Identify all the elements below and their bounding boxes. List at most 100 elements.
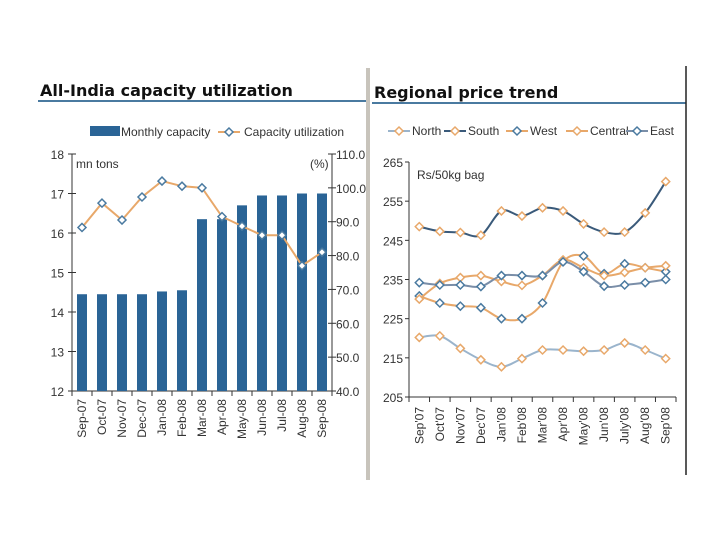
legend-marker xyxy=(571,125,583,137)
legend-marker xyxy=(511,125,523,137)
utilization-point xyxy=(216,211,228,222)
capacity-bar xyxy=(277,195,287,391)
y-tick-label: 215 xyxy=(383,352,403,366)
point-east xyxy=(557,256,569,267)
utilization-point xyxy=(236,221,248,232)
legend-marker xyxy=(449,125,461,137)
point-north xyxy=(475,354,486,365)
x-tick-label: Nov-07 xyxy=(115,399,129,438)
utilization-point xyxy=(176,181,188,192)
point-south xyxy=(640,207,651,218)
utilization-point xyxy=(96,198,108,209)
point-north xyxy=(660,353,671,364)
legend-label: East xyxy=(650,124,675,138)
capacity-bar xyxy=(177,290,187,391)
point-west xyxy=(516,313,528,324)
y2-tick-label: 110.0 xyxy=(336,148,365,162)
point-east xyxy=(660,274,671,285)
x-tick-label: Jan'08 xyxy=(494,407,508,442)
point-south xyxy=(516,210,528,222)
y-tick-label: 17 xyxy=(51,188,65,202)
point-south xyxy=(434,226,445,237)
y-tick-label: 245 xyxy=(383,234,403,248)
y2-tick-label: 80.0 xyxy=(336,250,360,264)
x-tick-label: Mar'08 xyxy=(536,407,550,444)
point-south xyxy=(475,230,486,241)
x-tick-label: Sep-08 xyxy=(315,399,329,438)
y-tick-label: 13 xyxy=(51,346,65,360)
y-tick-label: 255 xyxy=(383,195,403,209)
point-west xyxy=(619,258,630,269)
point-central xyxy=(599,270,610,281)
point-central xyxy=(619,267,630,278)
point-north xyxy=(516,353,528,364)
y2-tick-label: 40.0 xyxy=(336,385,360,399)
point-central xyxy=(516,280,528,291)
legend-label: Monthly capacity xyxy=(121,125,210,139)
point-east xyxy=(455,279,466,291)
utilization-point xyxy=(256,230,268,241)
utilization-point xyxy=(76,222,88,233)
x-tick-label: Mar-08 xyxy=(195,399,209,437)
capacity-bar xyxy=(197,219,207,391)
x-tick-label: Jun'08 xyxy=(597,407,611,442)
x-tick-label: Jul-08 xyxy=(275,399,289,432)
capacity-bar xyxy=(97,294,107,391)
point-south xyxy=(455,227,466,238)
point-north xyxy=(557,344,569,356)
y-tick-label: 15 xyxy=(51,267,65,281)
x-tick-label: Nov'07 xyxy=(453,407,467,444)
utilization-point xyxy=(276,230,288,241)
x-tick-label: Sep'08 xyxy=(659,407,673,444)
utilization-point xyxy=(196,182,208,193)
y-tick-label: 265 xyxy=(383,156,403,170)
point-east xyxy=(434,279,445,291)
y-unit: Rs/50kg bag xyxy=(417,168,484,182)
left-chart-title: All-India capacity utilization xyxy=(40,81,293,100)
x-tick-label: Aug'08 xyxy=(638,407,652,444)
point-central xyxy=(660,260,671,271)
point-west xyxy=(455,301,466,312)
y2-tick-label: 60.0 xyxy=(336,317,360,331)
point-east xyxy=(619,279,630,291)
x-tick-label: Feb'08 xyxy=(515,407,529,444)
point-east xyxy=(414,277,425,288)
y-tick-label: 14 xyxy=(51,306,65,320)
x-tick-label: Jan-08 xyxy=(155,399,169,436)
x-tick-label: May'08 xyxy=(577,407,591,446)
point-south xyxy=(414,221,425,232)
capacity-bar xyxy=(117,294,127,391)
capacity-bar xyxy=(317,193,327,391)
capacity-bar xyxy=(137,294,147,391)
x-tick-label: Oct'07 xyxy=(433,407,447,442)
x-tick-label: Sep-07 xyxy=(75,399,89,438)
y-tick-label: 18 xyxy=(51,148,65,162)
utilization-point xyxy=(296,260,308,271)
x-tick-label: May-08 xyxy=(235,399,249,439)
point-central xyxy=(640,262,651,273)
y-tick-label: 12 xyxy=(51,385,65,399)
capacity-bar xyxy=(77,294,87,391)
utilization-point xyxy=(136,191,148,203)
y2-tick-label: 70.0 xyxy=(336,283,360,297)
x-tick-label: Jun-08 xyxy=(255,399,269,436)
point-west xyxy=(496,313,507,324)
point-north xyxy=(537,344,548,356)
point-north xyxy=(619,337,630,349)
right-chart-title: Regional price trend xyxy=(374,83,558,102)
point-west xyxy=(578,250,589,262)
point-south xyxy=(578,218,589,229)
point-south xyxy=(599,227,610,238)
capacity-bar xyxy=(157,291,167,391)
right-y-unit: (%) xyxy=(310,157,329,171)
left-y-unit: mn tons xyxy=(76,157,119,171)
point-east xyxy=(578,266,589,277)
capacity-bar xyxy=(237,205,247,391)
point-central xyxy=(496,276,507,287)
capacity-bar xyxy=(257,195,267,391)
point-south xyxy=(537,202,548,213)
x-tick-label: Oct-07 xyxy=(95,399,109,435)
utilization-point xyxy=(156,176,168,187)
point-south xyxy=(496,205,507,217)
point-north xyxy=(455,343,466,354)
